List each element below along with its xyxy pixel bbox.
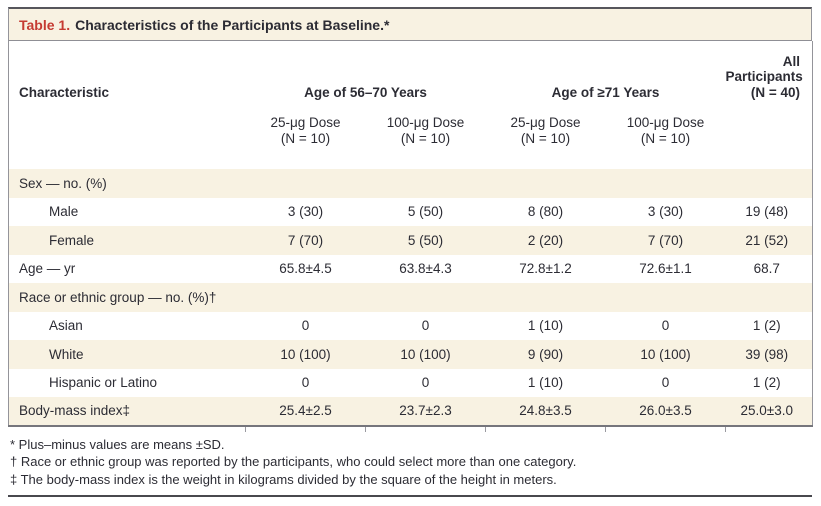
cell-value: 2 (20) <box>527 232 564 248</box>
table-row-white: White 10 (100) 10 (100) 9 (90) 10 (100) … <box>8 340 813 369</box>
row-label: Hispanic or Latino <box>49 375 158 391</box>
cell-value: 3 (30) <box>287 204 324 220</box>
empty-header-cell <box>9 103 246 169</box>
row-label: Male <box>49 204 79 220</box>
table-row-hispanic: Hispanic or Latino 0 0 1 (10) 0 1 (2) <box>9 369 813 398</box>
table-title-band: Table 1. Characteristics of the Participa… <box>8 7 812 41</box>
column-header-dose-25-a: 25-μg Dose (N = 10) <box>270 115 341 146</box>
table-row-male: Male 3 (30) 5 (50) 8 (80) 3 (30) 19 (48) <box>9 198 813 227</box>
cell-value: 19 (48) <box>745 204 789 220</box>
header-row-doses: 25-μg Dose (N = 10) 100-μg Dose (N = 10)… <box>9 103 813 169</box>
table-row-asian: Asian 0 0 1 (10) 0 1 (2) <box>9 312 813 341</box>
cell-value: 63.8±4.3 <box>399 261 452 277</box>
footnote-bmi: ‡ The body-mass index is the weight in k… <box>10 471 557 487</box>
cell-value: 10 (100) <box>640 346 691 362</box>
table-title: Characteristics of the Participants at B… <box>75 17 390 33</box>
column-boundary-tick <box>485 427 486 432</box>
table-row-age: Age — yr 65.8±4.5 63.8±4.3 72.8±1.2 72.6… <box>9 255 813 284</box>
cell-value: 0 <box>661 375 670 391</box>
row-label: Race or ethnic group — no. (%)† <box>19 289 217 305</box>
cell-value <box>366 169 486 198</box>
footnote-race: † Race or ethnic group was reported by t… <box>10 454 577 469</box>
table-row-race-section: Race or ethnic group — no. (%)† <box>8 283 813 312</box>
nejm-table: Table 1. Characteristics of the Participa… <box>8 7 813 505</box>
table-row-bmi: Body-mass index‡ 25.4±2.5 23.7±2.3 24.8±… <box>8 397 813 426</box>
cell-value: 0 <box>301 318 310 334</box>
column-boundary-tick <box>725 427 726 432</box>
cell-value: 7 (70) <box>647 232 684 248</box>
cell-value <box>486 283 606 312</box>
column-header-dose-25-b: 25-μg Dose (N = 10) <box>510 115 581 146</box>
cell-value: 68.7 <box>753 261 780 277</box>
cell-value <box>606 283 726 312</box>
cell-value <box>246 169 366 198</box>
column-boundary-tick <box>605 427 606 432</box>
cell-value <box>726 283 813 312</box>
row-label: Female <box>49 232 95 248</box>
header-row-groups: Characteristic Age of 56–70 Years Age of… <box>9 41 813 103</box>
cell-value: 0 <box>421 375 430 391</box>
row-label: Sex — no. (%) <box>19 175 107 191</box>
cell-value <box>486 169 606 198</box>
cell-value <box>366 283 486 312</box>
cell-value: 5 (50) <box>407 232 444 248</box>
column-header-dose-100-a: 100-μg Dose (N = 10) <box>386 115 465 146</box>
column-group-age-56-70: Age of 56–70 Years <box>304 85 427 100</box>
empty-header-cell <box>726 103 813 169</box>
bottom-rule <box>8 495 812 497</box>
cell-value: 1 (2) <box>752 375 781 391</box>
column-boundary-tick <box>365 427 366 432</box>
cell-value: 3 (30) <box>647 204 684 220</box>
row-label: Asian <box>49 318 83 334</box>
footnote-plus-minus: * Plus–minus values are means ±SD. <box>10 436 225 452</box>
row-label: White <box>49 346 84 362</box>
column-boundary-tick <box>245 427 246 432</box>
cell-value: 26.0±3.5 <box>639 403 692 419</box>
cell-value: 0 <box>661 318 670 334</box>
cell-value: 23.7±2.3 <box>399 403 452 419</box>
cell-value: 5 (50) <box>407 204 444 220</box>
cell-value: 10 (100) <box>400 346 451 362</box>
cell-value: 24.8±3.5 <box>519 403 572 419</box>
cell-value: 21 (52) <box>745 232 789 248</box>
column-header-dose-100-b: 100-μg Dose (N = 10) <box>626 115 705 146</box>
cell-value <box>246 283 366 312</box>
cell-value: 8 (80) <box>527 204 564 220</box>
table-row-female: Female 7 (70) 5 (50) 2 (20) 7 (70) 21 (5… <box>8 226 813 255</box>
cell-value: 1 (2) <box>752 318 781 334</box>
column-header-characteristic: Characteristic <box>19 85 110 100</box>
footnotes: * Plus–minus values are means ±SD. † Rac… <box>8 436 812 489</box>
cell-value <box>606 169 726 198</box>
column-header-all-participants: All Participants (N = 40) <box>725 53 803 100</box>
table-number: Table 1. <box>19 17 71 33</box>
cell-value <box>726 169 813 198</box>
cell-value: 72.8±1.2 <box>519 261 572 277</box>
column-group-age-ge-71: Age of ≥71 Years <box>551 85 660 100</box>
baseline-characteristics-table: Characteristic Age of 56–70 Years Age of… <box>8 41 813 427</box>
cell-value: 9 (90) <box>527 346 564 362</box>
cell-value: 7 (70) <box>287 232 324 248</box>
row-label: Body-mass index‡ <box>19 403 131 419</box>
cell-value: 1 (10) <box>527 375 564 391</box>
cell-value: 72.6±1.1 <box>639 261 692 277</box>
cell-value: 25.0±3.0 <box>740 403 793 419</box>
cell-value: 0 <box>301 375 310 391</box>
cell-value: 39 (98) <box>745 346 789 362</box>
cell-value: 10 (100) <box>280 346 331 362</box>
cell-value: 1 (10) <box>527 318 564 334</box>
row-label: Age — yr <box>19 261 76 277</box>
table-row-sex-section: Sex — no. (%) <box>8 169 813 198</box>
cell-value: 0 <box>421 318 430 334</box>
cell-value: 25.4±2.5 <box>279 403 332 419</box>
cell-value: 65.8±4.5 <box>279 261 332 277</box>
